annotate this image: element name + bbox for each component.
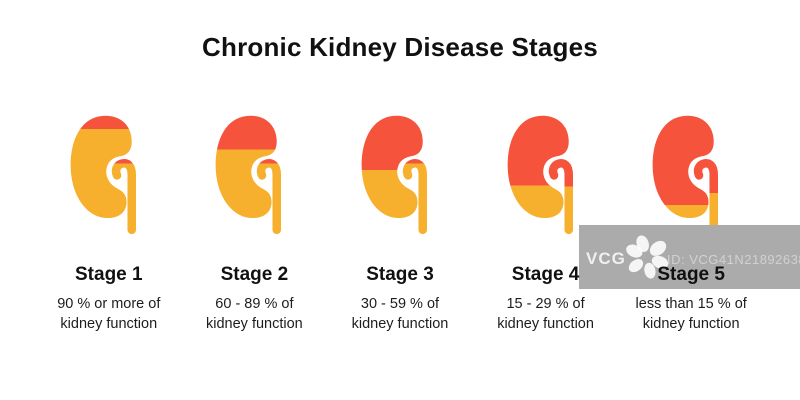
- stage-1-description: 90 % or more of kidney function: [57, 294, 160, 334]
- stage-column-1: Stage 1 90 % or more of kidney function: [36, 110, 182, 334]
- kidney-stage-5-icon: [652, 115, 719, 235]
- stage-5-label: Stage 5: [657, 264, 725, 285]
- stage-4-description: 15 - 29 % of kidney function: [497, 294, 594, 334]
- stage-1-label: Stage 1: [75, 264, 143, 285]
- kidney-stage-4-icon: [507, 115, 573, 235]
- stage-column-4: Stage 4 15 - 29 % of kidney function: [473, 110, 619, 334]
- stage-4-label: Stage 4: [511, 264, 580, 285]
- stage-3-range-line2: kidney function: [351, 316, 449, 332]
- stage-2-label: Stage 2: [220, 264, 289, 285]
- kidney-stage-3-icon: [361, 115, 427, 235]
- stage-4-range-line2: kidney function: [497, 316, 594, 332]
- stage-column-3: Stage 3 30 - 59 % of kidney function: [327, 110, 473, 334]
- kidney-stage-1-icon: [70, 115, 136, 235]
- stage-1-range: 90 % or more of: [57, 296, 161, 312]
- stage-5-range-line2: kidney function: [642, 316, 740, 332]
- stage-3-label: Stage 3: [366, 264, 434, 285]
- stage-2-range: 60 - 89 % of: [215, 296, 294, 312]
- stage-3-description: 30 - 59 % of kidney function: [352, 294, 449, 334]
- page-title: Chronic Kidney Disease Stages: [202, 32, 598, 62]
- stage-3-range: 30 - 59 % of: [360, 296, 440, 312]
- stage-2-description: 60 - 89 % of kidney function: [206, 294, 303, 334]
- stage-column-2: Stage 2 60 - 89 % of kidney function: [182, 110, 328, 334]
- stage-5-range: less than 15 % of: [635, 296, 747, 312]
- stage-5-description: less than 15 % of kidney function: [636, 294, 747, 334]
- stage-1-range-line2: kidney function: [60, 316, 158, 332]
- stage-2-range-line2: kidney function: [206, 316, 303, 332]
- stage-column-5: Stage 5 less than 15 % of kidney functio…: [618, 110, 764, 334]
- kidney-stage-2-icon: [216, 115, 282, 235]
- stage-4-range: 15 - 29 % of: [506, 296, 585, 312]
- stages-row: Stage 1 90 % or more of kidney function …: [36, 110, 764, 334]
